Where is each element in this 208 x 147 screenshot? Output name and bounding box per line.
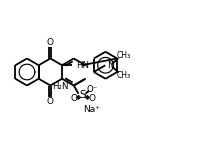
Text: O: O [71,94,78,103]
Text: O: O [88,94,95,103]
Text: S: S [80,90,86,100]
Text: O: O [47,38,54,47]
Text: H₂N: H₂N [52,82,69,91]
Text: Na⁺: Na⁺ [83,105,100,114]
Text: O⁻: O⁻ [86,85,98,94]
Text: HN: HN [77,61,89,70]
Text: O: O [47,97,54,106]
Text: N: N [107,61,114,70]
Text: CH₃: CH₃ [116,71,130,80]
Text: CH₃: CH₃ [116,51,130,60]
